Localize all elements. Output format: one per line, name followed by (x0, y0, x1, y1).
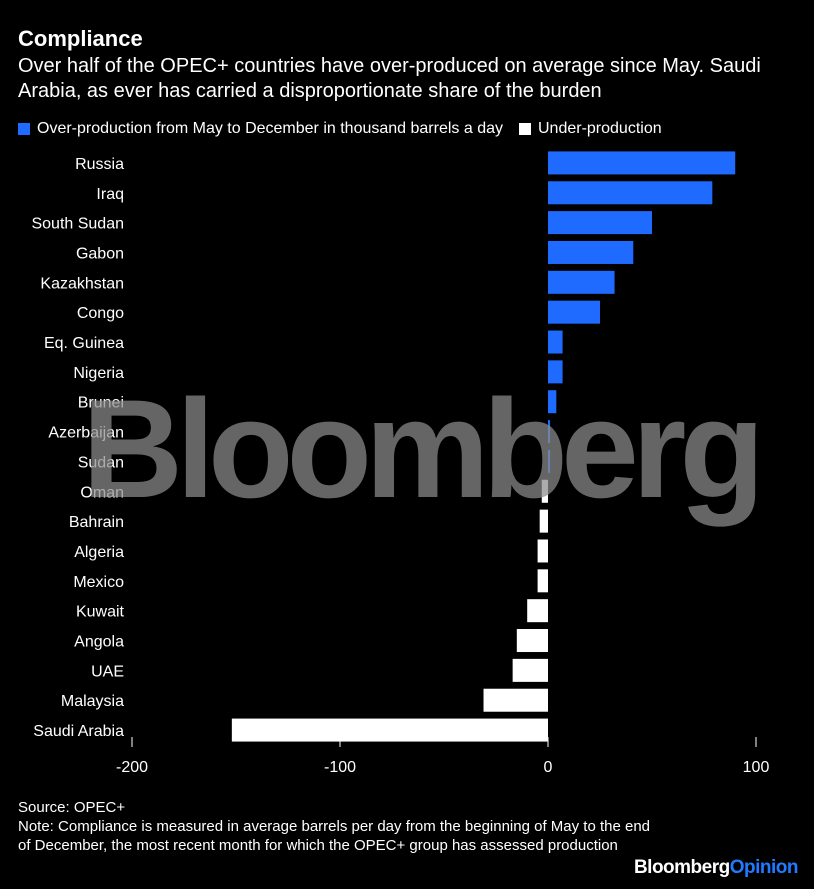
bar (537, 539, 548, 563)
chart-subtitle: Over half of the OPEC+ countries have ov… (18, 55, 761, 102)
x-tick-label: 0 (544, 759, 553, 776)
legend-item-over: Over-production from May to December in … (18, 120, 503, 138)
bar (512, 658, 548, 682)
category-label: Russia (75, 156, 124, 173)
bar (231, 718, 548, 742)
bar (548, 420, 551, 444)
category-label: UAE (91, 663, 124, 680)
bar (548, 151, 736, 175)
category-label: Oman (80, 484, 124, 501)
category-label: Algeria (74, 544, 124, 561)
category-label: Azerbaijan (48, 425, 124, 442)
category-label: Eq. Guinea (44, 335, 124, 352)
bar (548, 211, 652, 235)
category-label: Brunei (78, 395, 124, 412)
bar (548, 270, 615, 294)
chart-title: Compliance (18, 26, 143, 51)
legend-item-under: Under-production (519, 120, 662, 138)
category-label: South Sudan (31, 216, 124, 233)
legend-swatch-under (519, 123, 531, 135)
brand-logo: BloombergOpinion (633, 857, 799, 879)
category-label: Saudi Arabia (33, 723, 124, 740)
bar (527, 599, 548, 623)
category-label: Kazakhstan (40, 275, 124, 292)
category-label: Sudan (78, 454, 124, 471)
category-label: Angola (74, 634, 124, 651)
bar (483, 688, 548, 712)
footer: Source: OPEC+ Note: Compliance is measur… (18, 798, 658, 855)
bar (548, 330, 563, 354)
category-label: Malaysia (61, 693, 124, 710)
bar (539, 509, 548, 533)
category-label: Congo (77, 305, 124, 322)
methodology-note: Note: Compliance is measured in average … (18, 818, 651, 854)
category-label: Bahrain (69, 514, 124, 531)
legend-swatch-over (18, 123, 30, 135)
x-tick-label: 100 (743, 759, 770, 776)
x-tick-label: -100 (324, 759, 356, 776)
bar (548, 300, 600, 324)
category-label: Mexico (73, 574, 124, 591)
x-tick-label: -200 (116, 759, 148, 776)
legend-label-under: Under-production (538, 120, 662, 137)
bar (548, 449, 551, 473)
category-label: Gabon (76, 245, 124, 262)
category-label: Nigeria (73, 365, 124, 382)
legend-label-over: Over-production from May to December in … (37, 120, 503, 137)
category-label: Iraq (96, 186, 124, 203)
legend: Over-production from May to December in … (18, 120, 678, 138)
brand-suffix: Opinion (729, 857, 799, 878)
category-label: Kuwait (76, 604, 125, 621)
bar-chart: Russia Iraq South Sudan Gabon Kazakhstan Cong… (31, 151, 770, 776)
brand-name: Bloomberg (633, 857, 730, 878)
bar (548, 181, 713, 205)
bar (548, 390, 557, 414)
bar (541, 479, 548, 503)
bar (537, 569, 548, 593)
bar (548, 240, 634, 264)
bar (516, 629, 548, 653)
bar (548, 360, 563, 384)
source-note: Source: OPEC+ (18, 799, 126, 816)
